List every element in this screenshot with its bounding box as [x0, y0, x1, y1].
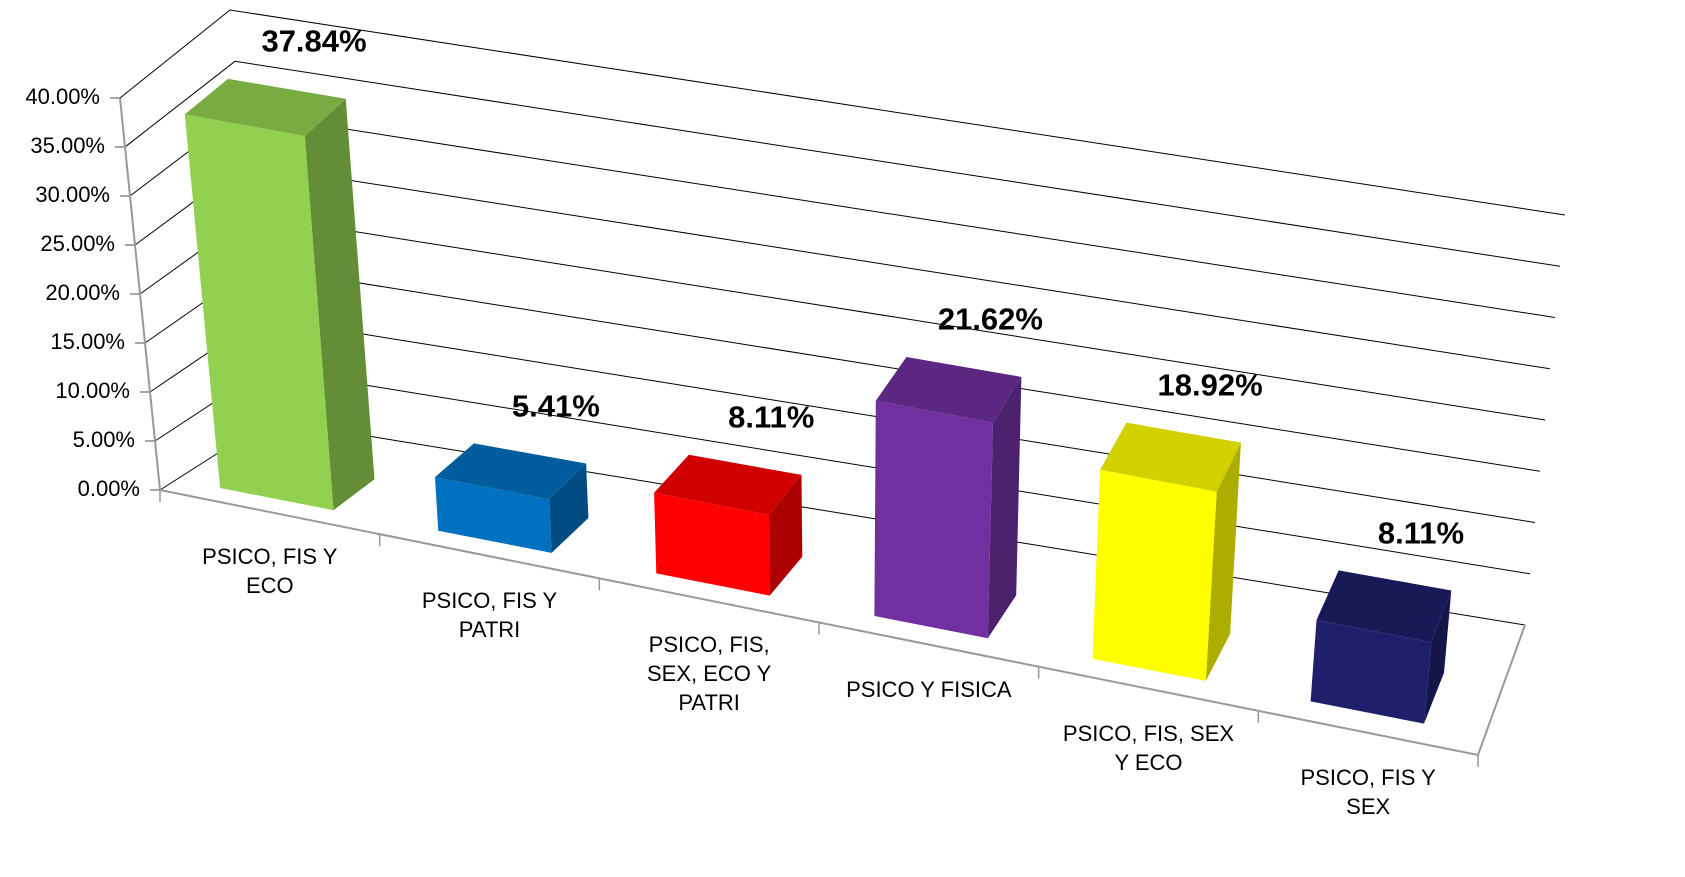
value-label: 37.84% — [261, 24, 366, 59]
bar-top — [875, 357, 1022, 423]
bar-top — [1316, 570, 1452, 643]
x-tick-label: PSICO, FIS, SEX Y ECO — [1062, 720, 1235, 775]
value-label: 8.11% — [1378, 515, 1464, 550]
grid-line — [124, 60, 1561, 267]
y-tick-label: 0.00% — [78, 476, 140, 501]
value-label: 21.62% — [938, 302, 1043, 337]
y-axis — [119, 97, 161, 491]
bar-side — [1205, 442, 1241, 681]
bar — [1092, 469, 1217, 681]
x-tick-label: PSICO, FIS Y SEX — [1300, 764, 1436, 819]
bar — [184, 114, 334, 511]
x-tick-label: PSICO, FIS, SEX, ECO Y PATRI — [647, 632, 772, 716]
y-tick-label: 35.00% — [30, 133, 105, 158]
bar — [654, 492, 770, 596]
bar-top — [1100, 422, 1241, 492]
bar — [874, 400, 993, 639]
y-tick-label: 40.00% — [25, 84, 100, 109]
bar — [435, 477, 552, 553]
value-label: 5.41% — [512, 388, 600, 423]
bar-side — [1424, 590, 1452, 724]
bar-side — [987, 376, 1022, 639]
x-tick-label: PSICO, FIS Y PATRI — [421, 588, 558, 643]
value-label: 18.92% — [1158, 367, 1263, 402]
bar-side — [769, 474, 803, 596]
y-tick-label: 20.00% — [45, 280, 120, 305]
y-tick-label: 25.00% — [40, 231, 115, 256]
bar-top — [654, 454, 802, 515]
y-tick-label: 5.00% — [73, 427, 135, 452]
grid-line — [119, 9, 1566, 216]
y-tick-label: 10.00% — [55, 378, 130, 403]
y-tick-label: 15.00% — [50, 329, 125, 354]
bar-side — [549, 463, 589, 553]
x-tick-label: PSICO Y FISICA — [846, 676, 1012, 702]
x-tick-label: PSICO, FIS Y ECO — [202, 544, 338, 599]
bar-side — [304, 98, 375, 511]
bar-top — [435, 443, 587, 500]
value-label: 8.11% — [728, 400, 814, 435]
y-tick-label: 30.00% — [35, 182, 110, 207]
bar — [1310, 620, 1432, 724]
bar-top — [184, 78, 346, 137]
